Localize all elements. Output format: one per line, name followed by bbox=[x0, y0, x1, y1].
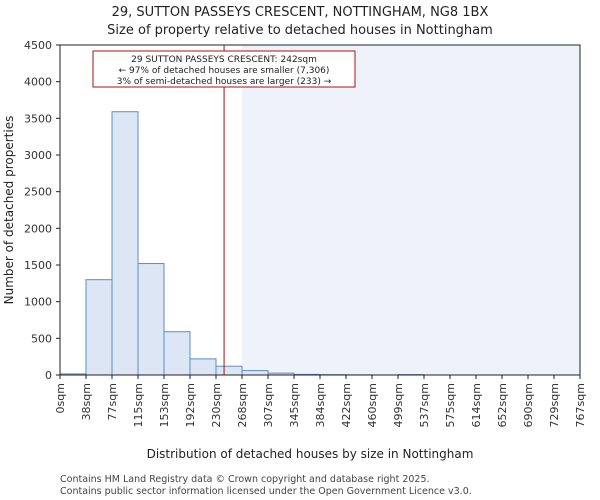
x-tick-label-8: 307sqm bbox=[262, 383, 275, 427]
x-tick-label-11: 422sqm bbox=[340, 383, 353, 427]
y-tick-label-2: 1000 bbox=[24, 296, 52, 309]
x-tick-label-19: 729sqm bbox=[548, 383, 561, 427]
y-tick-label-0: 0 bbox=[45, 369, 52, 382]
bar-1 bbox=[85, 279, 113, 376]
bar-4 bbox=[163, 331, 191, 376]
x-tick-label-3: 115sqm bbox=[132, 383, 145, 427]
bar-5 bbox=[189, 358, 217, 376]
x-axis-label: Distribution of detached houses by size … bbox=[147, 447, 474, 461]
annotation-box bbox=[92, 50, 356, 88]
x-tick-label-4: 153sqm bbox=[158, 383, 171, 427]
x-tick-label-16: 614sqm bbox=[470, 383, 483, 427]
highlight-layer bbox=[242, 45, 580, 375]
x-tick-label-5: 192sqm bbox=[184, 383, 197, 427]
chart-subtitle: Size of property relative to detached ho… bbox=[107, 23, 493, 38]
y-ticks: 0 500 1000 1500 2000 2500 3000 3500 4000 4500 bbox=[24, 39, 60, 382]
larger-region bbox=[242, 45, 580, 375]
y-tick-label-3: 1500 bbox=[24, 259, 52, 272]
bar-2 bbox=[111, 111, 139, 376]
x-tick-label-17: 652sqm bbox=[496, 383, 509, 427]
x-tick-label-7: 268sqm bbox=[236, 383, 249, 427]
bar-3 bbox=[137, 263, 165, 376]
y-tick-label-7: 3500 bbox=[24, 112, 52, 125]
y-tick-label-1: 500 bbox=[31, 332, 52, 345]
x-tick-label-0: 0sqm bbox=[54, 383, 67, 413]
x-tick-label-1: 38sqm bbox=[80, 383, 93, 420]
bar-6 bbox=[215, 365, 243, 376]
y-axis-label: Number of detached properties bbox=[2, 116, 16, 305]
x-tick-label-6: 230sqm bbox=[210, 383, 223, 427]
y-tick-label-4: 2000 bbox=[24, 222, 52, 235]
marker-layer: 29 SUTTON PASSEYS CRESCENT: 242sqm ← 97%… bbox=[92, 45, 356, 375]
y-tick-label-8: 4000 bbox=[24, 76, 52, 89]
annotation-line-1: 29 SUTTON PASSEYS CRESCENT: 242sqm bbox=[131, 55, 317, 65]
y-tick-label-6: 3000 bbox=[24, 149, 52, 162]
x-tick-label-18: 690sqm bbox=[522, 383, 535, 427]
x-tick-label-14: 537sqm bbox=[418, 383, 431, 427]
x-tick-label-9: 345sqm bbox=[288, 383, 301, 427]
x-tick-label-2: 77sqm bbox=[106, 383, 119, 420]
x-tick-label-13: 499sqm bbox=[392, 383, 405, 427]
bars-layer bbox=[59, 111, 425, 376]
chart-title: 29, SUTTON PASSEYS CRESCENT, NOTTINGHAM,… bbox=[112, 5, 489, 20]
annotation-line-2: ← 97% of detached houses are smaller (7,… bbox=[119, 66, 330, 76]
footer-line-1: Contains HM Land Registry data © Crown c… bbox=[60, 474, 430, 485]
y-tick-label-9: 4500 bbox=[24, 39, 52, 52]
x-tick-label-10: 384sqm bbox=[314, 383, 327, 427]
y-tick-label-5: 2500 bbox=[24, 186, 52, 199]
x-ticks: 0sqm 38sqm 77sqm 115sqm 153sqm 192sqm 230sqm 26… bbox=[54, 375, 587, 427]
x-tick-label-15: 575sqm bbox=[444, 383, 457, 427]
x-tick-label-20: 767sqm bbox=[574, 383, 587, 427]
footer-line-2: Contains public sector information licen… bbox=[60, 486, 472, 497]
annotation-line-3: 3% of semi-detached houses are larger (2… bbox=[117, 77, 332, 87]
x-tick-label-12: 460sqm bbox=[366, 383, 379, 427]
bar-7 bbox=[241, 370, 269, 376]
